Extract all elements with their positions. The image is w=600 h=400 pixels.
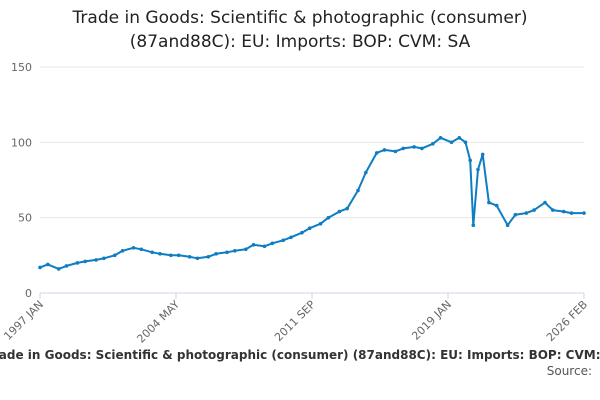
data-point (326, 215, 331, 220)
data-point (494, 203, 499, 208)
data-point (158, 252, 162, 256)
data-point (56, 267, 61, 271)
y-tick-label: 0 (25, 287, 32, 300)
data-point (195, 256, 200, 261)
data-point (46, 262, 50, 267)
source-label: Source: (546, 364, 592, 378)
data-point (505, 223, 510, 227)
x-axis: 1997 JAN 2004 MAY 2011 SEP 2019 JAN 2026 FEB (1, 293, 590, 346)
data-point (543, 200, 547, 205)
y-tick-label: 50 (18, 212, 32, 225)
y-tick-label: 150 (11, 61, 32, 74)
data-point (420, 146, 424, 151)
data-point (345, 206, 349, 211)
data-point (561, 209, 566, 214)
data-point (244, 247, 248, 252)
data-point (300, 230, 304, 235)
legend: Trade in Goods: Scientific & photographi… (0, 348, 600, 362)
x-tick-label: 2004 MAY (134, 298, 182, 346)
data-point (120, 249, 125, 253)
chart-title-line-2: (87and88C): EU: Imports: BOP: CVM: SA (129, 32, 471, 52)
data-point (289, 235, 293, 240)
data-point (262, 244, 267, 249)
data-point (449, 140, 454, 145)
data-point (356, 188, 360, 193)
data-point (139, 247, 144, 252)
legend-entry: Trade in Goods: Scientific & photographi… (0, 348, 600, 362)
data-point (113, 253, 117, 258)
data-point (480, 152, 485, 157)
data-point (169, 253, 173, 258)
data-point (431, 142, 435, 146)
data-point (524, 211, 529, 215)
data-point (476, 167, 480, 172)
data-point (471, 223, 476, 227)
data-point (468, 158, 473, 163)
data-point (38, 265, 42, 270)
data-point (251, 243, 256, 247)
x-tick-label: 2011 SEP (272, 298, 318, 344)
data-point (374, 151, 379, 155)
data-point (214, 252, 218, 256)
data-point (102, 256, 106, 261)
data-point (463, 140, 468, 145)
data-point (307, 226, 312, 230)
data-point (94, 258, 98, 262)
data-point (225, 250, 229, 255)
data-point (393, 149, 398, 154)
data-point (318, 221, 323, 226)
data-point (569, 211, 574, 215)
data-point (281, 238, 286, 243)
x-tick-label: 2019 JAN (409, 298, 454, 343)
data-point (513, 212, 518, 217)
data-point (364, 170, 368, 175)
data-point (438, 136, 443, 140)
data-point (187, 254, 192, 259)
data-point (382, 148, 387, 152)
data-point (176, 253, 181, 258)
data-point (457, 136, 462, 140)
data-point (75, 261, 80, 265)
series-layer (38, 136, 586, 271)
y-axis: 0 50 100 150 (11, 61, 32, 300)
data-point (551, 208, 555, 212)
chart-title-line-1: Trade in Goods: Scientific & photographi… (72, 8, 528, 28)
data-point (532, 208, 536, 212)
data-point (64, 264, 69, 268)
data-point (582, 211, 586, 215)
x-tick-label: 1997 JAN (1, 298, 46, 343)
data-point (150, 250, 154, 255)
data-point (83, 259, 87, 264)
data-point (270, 241, 275, 246)
data-point (487, 200, 491, 205)
data-point (233, 249, 237, 253)
data-point (401, 146, 406, 151)
data-point (131, 246, 136, 250)
chart-title: Trade in Goods: Scientific & photographi… (0, 6, 600, 54)
series-line-0 (39, 136, 584, 270)
y-tick-label: 100 (11, 136, 32, 149)
data-point (337, 209, 342, 214)
grid-lines (40, 66, 584, 294)
x-tick-label: 2026 FEB (544, 298, 590, 344)
data-point (412, 145, 416, 149)
data-point (206, 254, 211, 259)
